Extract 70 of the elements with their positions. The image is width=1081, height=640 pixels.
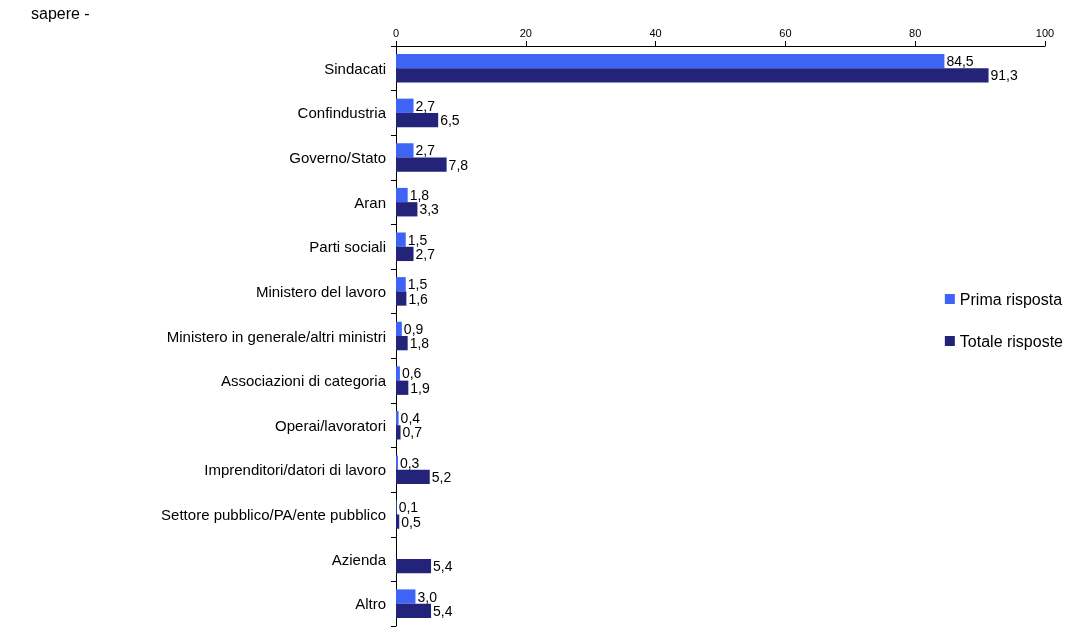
y-tick-label: Aran <box>354 193 386 211</box>
data-label: 0,6 <box>401 365 422 382</box>
x-tick-label: 60 <box>779 26 792 39</box>
y-tick-label: Operai/lavoratori <box>275 416 386 434</box>
bar <box>396 291 407 306</box>
y-tick-label: Ministero del lavoro <box>255 282 386 300</box>
data-label: 0,1 <box>398 499 419 516</box>
legend-label: Prima risposta <box>959 290 1063 308</box>
bar <box>396 157 447 172</box>
bar <box>396 469 430 485</box>
y-tick-label: Azienda <box>331 550 387 568</box>
y-tick-label: Sindacati <box>324 59 386 77</box>
y-tick-label: Imprenditori/datori di lavoro <box>204 461 386 479</box>
bar <box>396 202 418 217</box>
data-label: 5,2 <box>431 468 452 485</box>
data-label: 0,3 <box>399 454 420 471</box>
y-tick-label: Governo/Stato <box>289 149 386 167</box>
y-tick-label: Settore pubblico/PA/ente pubblico <box>161 505 386 523</box>
data-label: 0,4 <box>400 410 421 427</box>
bar <box>396 68 989 83</box>
bar <box>396 246 414 262</box>
data-label: 1,8 <box>409 335 430 352</box>
data-label: 2,7 <box>415 245 436 262</box>
data-label: 0,7 <box>402 424 423 441</box>
bar <box>396 425 401 440</box>
data-label: 5,4 <box>433 602 453 619</box>
y-tick-label: Altro <box>355 595 386 613</box>
y-tick-label: Confindustria <box>297 104 387 122</box>
x-tick-label: 100 <box>1035 26 1055 39</box>
bar <box>396 143 414 158</box>
y-tick-label: Parti sociali <box>309 238 386 256</box>
data-label: 1,5 <box>407 231 428 248</box>
x-tick-label: 40 <box>649 26 662 39</box>
x-tick-label: 80 <box>909 26 922 39</box>
data-label: 91,3 <box>990 67 1018 84</box>
bar <box>396 514 400 529</box>
data-label: 6,5 <box>440 112 460 129</box>
bar <box>396 112 439 128</box>
data-label: 7,8 <box>448 156 469 173</box>
bar <box>396 321 402 336</box>
data-label: 1,8 <box>409 187 430 204</box>
y-tick-label: Ministero in generale/altri ministri <box>166 327 386 345</box>
bar <box>396 589 416 604</box>
bar <box>396 277 406 292</box>
data-label: 3,3 <box>419 201 440 218</box>
legend-label: Totale risposte <box>959 332 1064 350</box>
bar <box>396 187 408 203</box>
bar <box>396 603 432 618</box>
data-label: 84,5 <box>946 53 974 70</box>
x-tick-label: 20 <box>519 26 532 39</box>
data-label: 2,7 <box>415 142 436 159</box>
bar <box>396 54 945 69</box>
bar <box>396 232 406 247</box>
data-label: 1,5 <box>407 276 428 293</box>
bar <box>396 336 408 351</box>
text: sapere - <box>31 4 90 22</box>
data-label: 5,4 <box>433 558 453 575</box>
y-tick-label: Associazioni di categoria <box>220 372 387 390</box>
data-label: 1,6 <box>408 290 429 307</box>
data-label: 2,7 <box>415 97 436 114</box>
bar <box>396 366 400 381</box>
bar <box>396 98 414 113</box>
bar <box>396 380 409 395</box>
x-tick-label: 0 <box>392 26 400 39</box>
data-label: 3,0 <box>417 588 438 605</box>
data-label: 0,9 <box>403 320 424 337</box>
bar <box>396 410 399 426</box>
data-label: 0,5 <box>401 513 421 530</box>
bar <box>396 559 432 574</box>
data-label: 1,9 <box>410 379 431 396</box>
